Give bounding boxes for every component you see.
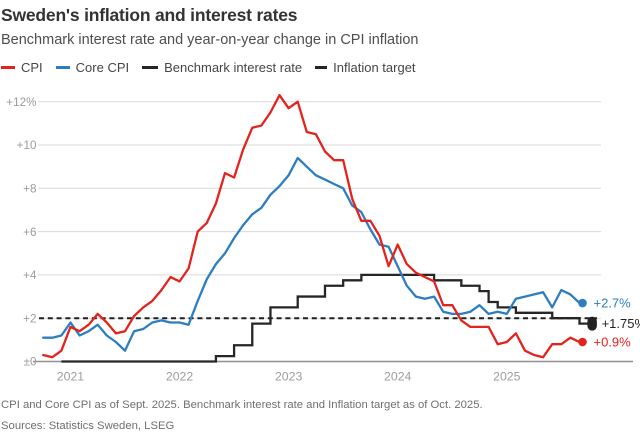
x-tick-label: 2023 bbox=[275, 370, 303, 384]
legend-item-benchmark-rate: Benchmark interest rate bbox=[142, 60, 302, 75]
cpi-line-swatch-icon bbox=[1, 66, 15, 69]
core-cpi-line-swatch-icon bbox=[55, 66, 70, 69]
y-tick-label: ±0 bbox=[24, 356, 37, 369]
cpi-end-label: +0.9% bbox=[594, 335, 632, 350]
benchmark-interest-rate-end-label: +1.75% bbox=[602, 316, 640, 331]
legend-item-cpi: CPI bbox=[1, 60, 43, 75]
footnote: CPI and Core CPI as of Sept. 2025. Bench… bbox=[1, 399, 483, 411]
cpi-line bbox=[42, 94, 581, 359]
y-tick-label: +4 bbox=[23, 269, 37, 282]
y-tick-label: +10 bbox=[17, 139, 37, 152]
y-tick-label: +6 bbox=[23, 226, 36, 239]
y-tick-label: +8 bbox=[23, 183, 36, 196]
chart-title: Sweden's inflation and interest rates bbox=[1, 5, 298, 25]
core-cpi-end-label: +2.7% bbox=[594, 296, 632, 311]
legend: CPI Core CPI Benchmark interest rate Inf… bbox=[1, 60, 416, 75]
legend-item-inflation-target: Inflation target bbox=[315, 60, 416, 75]
benchmark-line-swatch-icon bbox=[142, 66, 159, 69]
legend-label: Inflation target bbox=[333, 60, 416, 75]
cpi-end-dot bbox=[578, 337, 587, 347]
y-tick-label: +12% bbox=[6, 96, 36, 109]
legend-label: CPI bbox=[21, 60, 43, 75]
benchmark-interest-rate-line bbox=[61, 273, 589, 363]
x-tick-label: 2021 bbox=[57, 370, 85, 384]
chart-subtitle: Benchmark interest rate and year-on-year… bbox=[1, 32, 419, 48]
inflation-target-swatch-icon bbox=[315, 66, 328, 69]
x-tick-label: 2024 bbox=[384, 370, 412, 384]
core-cpi-end-dot bbox=[578, 298, 587, 308]
legend-item-core-cpi: Core CPI bbox=[55, 60, 130, 75]
legend-label: Benchmark interest rate bbox=[164, 60, 303, 75]
core-cpi-line bbox=[42, 156, 581, 352]
legend-label: Core CPI bbox=[75, 60, 130, 75]
benchmark-interest-rate-end-dot bbox=[587, 316, 597, 331]
x-tick-label: 2022 bbox=[166, 370, 194, 384]
sources: Sources: Statistics Sweden, LSEG bbox=[1, 420, 175, 432]
y-tick-label: +2 bbox=[23, 312, 36, 325]
x-tick-label: 2025 bbox=[493, 370, 521, 384]
